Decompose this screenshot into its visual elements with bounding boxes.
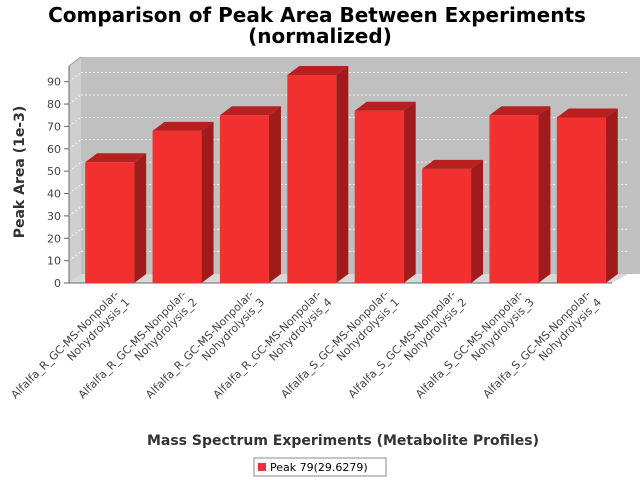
x-category-label-1-line-1: Alfalfa_R_GC-MS-Nonpolar- <box>8 288 121 401</box>
bar-top-4 <box>287 65 349 75</box>
y-axis-ticks: 0 10 20 30 40 50 60 70 80 90 <box>47 76 69 290</box>
bars <box>85 65 618 284</box>
bar-top-6 <box>422 159 484 169</box>
y-tick-label-50: 50 <box>47 165 61 178</box>
bar-3 <box>219 106 281 283</box>
chart-title-line-1: Comparison of Peak Area Between Experime… <box>48 3 586 27</box>
bar-top-5 <box>354 101 416 111</box>
bar-side-1 <box>134 153 147 283</box>
gridline-diag-90 <box>68 72 82 82</box>
gridline-diag-20 <box>68 228 82 239</box>
bar-side-3 <box>268 106 281 283</box>
y-tick-label-30: 30 <box>47 210 61 223</box>
legend-swatch <box>258 463 266 471</box>
bar-7 <box>489 106 551 283</box>
y-tick-label-60: 60 <box>47 143 61 156</box>
bar-top-2 <box>152 121 214 131</box>
y-tick-label-90: 90 <box>47 76 61 89</box>
bar-2 <box>152 121 214 284</box>
bar-front-5 <box>354 110 404 283</box>
legend-entry-label: Peak 79(29.6279) <box>270 461 368 474</box>
bar-4 <box>287 65 349 283</box>
gridline-diag-70 <box>68 117 82 127</box>
x-category-label-7-line-1: Alfalfa_S_GC-MS-Nonpolar- <box>413 288 526 401</box>
bar-side-2 <box>201 121 214 284</box>
bar-front-8 <box>556 117 606 283</box>
bar-side-5 <box>403 101 416 283</box>
x-category-label-4-line-1: Alfalfa_R_GC-MS-Nonpolar- <box>211 288 324 401</box>
x-category-label-5-line-1: Alfalfa_S_GC-MS-Nonpolar- <box>278 288 391 401</box>
gridline-diag-30 <box>68 206 82 217</box>
y-tick-label-0: 0 <box>54 277 61 290</box>
y-tick-label-70: 70 <box>47 120 61 133</box>
bar-top-7 <box>489 106 551 116</box>
x-category-label-1: Alfalfa_R_GC-MS-Nonpolar-Nohydrolysis_1 <box>8 287 132 411</box>
axis-corner <box>68 56 82 67</box>
bar-side-4 <box>336 65 349 283</box>
gridline-diag-80 <box>68 94 82 105</box>
bar-side-7 <box>538 106 551 283</box>
y-tick-label-10: 10 <box>47 255 61 268</box>
plot-left-wall <box>69 57 81 283</box>
chart-title: Comparison of Peak Area Between Experime… <box>48 3 586 48</box>
gridline-diag-60 <box>68 139 82 150</box>
bar-front-7 <box>489 115 539 283</box>
bar-1 <box>85 153 147 283</box>
y-tick-label-80: 80 <box>47 98 61 111</box>
bar-side-8 <box>605 108 618 283</box>
bar-8 <box>556 108 618 283</box>
gridlines <box>68 72 628 261</box>
bar-5 <box>354 101 416 283</box>
gridline-diag-50 <box>68 161 82 172</box>
bar-front-2 <box>152 130 202 283</box>
x-category-label-8-line-1: Alfalfa_S_GC-MS-Nonpolar- <box>481 288 594 401</box>
bar-top-8 <box>556 108 618 118</box>
y-axis-label: Peak Area (1e-3) <box>12 106 28 239</box>
legend: Peak 79(29.6279) <box>253 457 387 477</box>
y-tick-label-40: 40 <box>47 188 61 201</box>
bar-top-1 <box>85 153 147 163</box>
chart-title-line-2: (normalized) <box>248 24 392 48</box>
x-category-label-3-line-1: Alfalfa_R_GC-MS-Nonpolar- <box>143 288 256 401</box>
bar-front-1 <box>85 162 135 283</box>
gridline-diag-40 <box>68 184 82 194</box>
bar-front-6 <box>422 168 472 283</box>
bar-front-3 <box>219 115 269 283</box>
x-axis-label: Mass Spectrum Experiments (Metabolite Pr… <box>147 433 539 449</box>
x-category-label-6-line-1: Alfalfa_S_GC-MS-Nonpolar- <box>346 288 459 401</box>
bar-top-3 <box>219 106 281 116</box>
bar-front-4 <box>287 74 337 283</box>
legend-box <box>253 457 387 477</box>
gridline-diag-10 <box>68 251 82 261</box>
x-axis-category-labels: Alfalfa_R_GC-MS-Nonpolar-Nohydrolysis_1A… <box>8 287 604 411</box>
y-tick-label-20: 20 <box>47 232 61 245</box>
x-category-label-2-line-1: Alfalfa_R_GC-MS-Nonpolar- <box>76 288 189 401</box>
bar-6 <box>422 159 484 283</box>
bar-side-6 <box>471 159 484 283</box>
